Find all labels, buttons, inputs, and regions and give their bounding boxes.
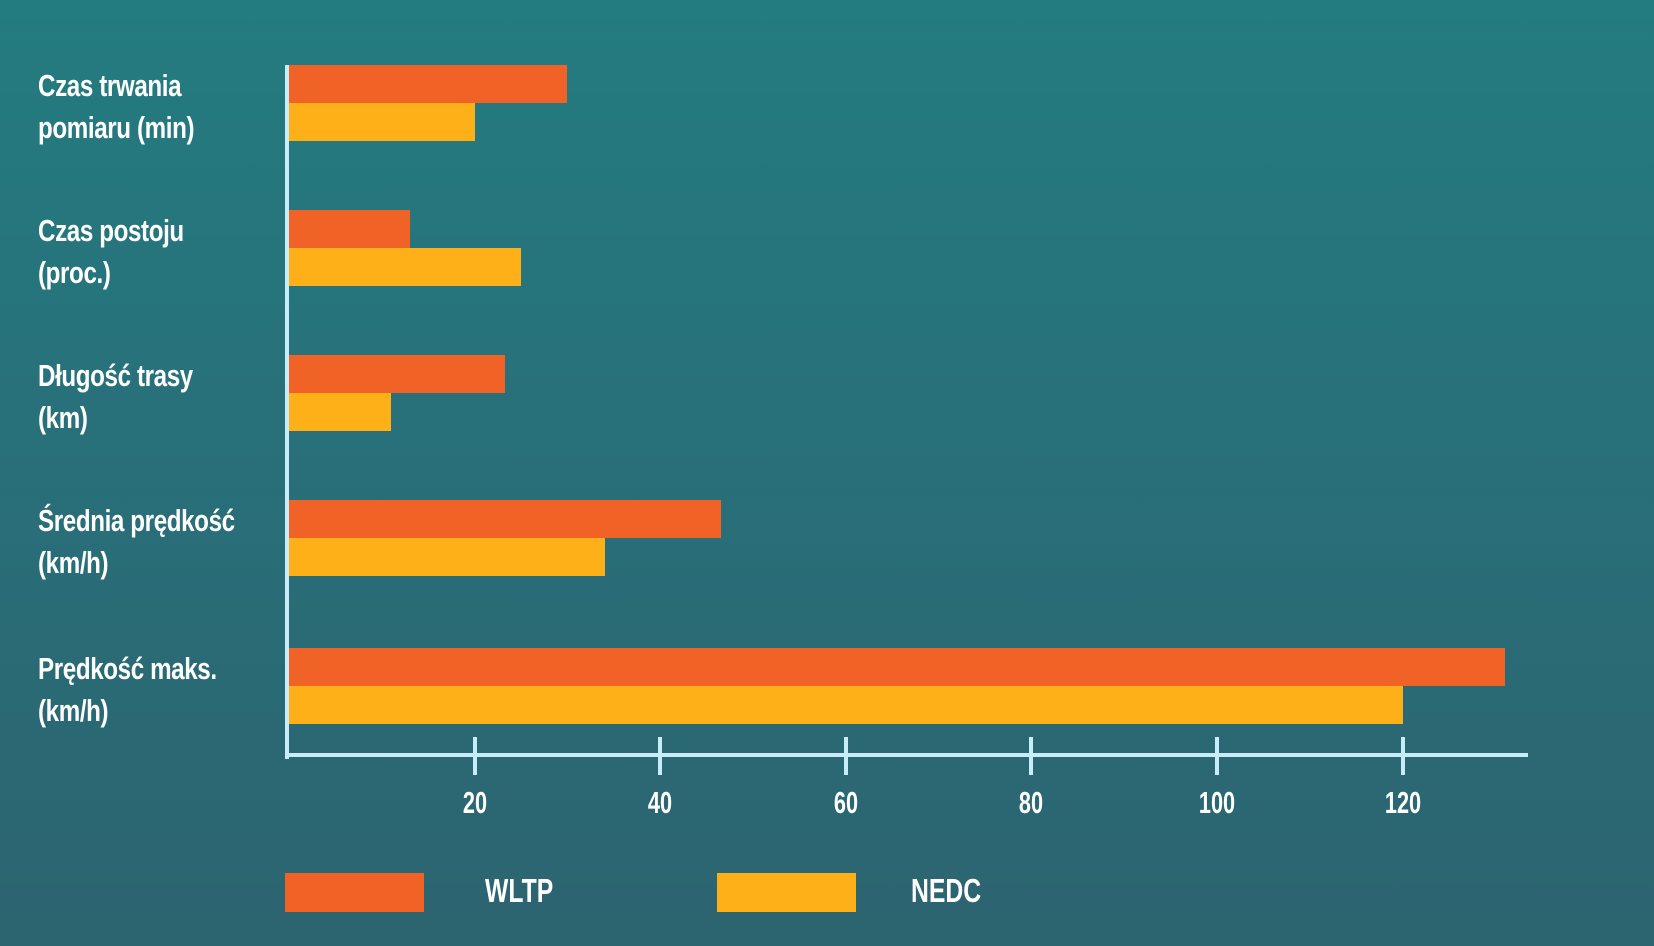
category-label: Średnia prędkość (km/h): [38, 500, 235, 584]
x-tick: [1215, 737, 1219, 775]
category-label: Czas trwania pomiaru (min): [38, 65, 225, 149]
x-tick-label: 60: [833, 785, 858, 820]
x-tick-label: 40: [648, 785, 673, 820]
bar-wltp: [289, 500, 721, 538]
bar-nedc: [289, 103, 475, 141]
legend-swatch-wltp: [285, 873, 424, 912]
bar-nedc: [289, 538, 605, 576]
bar-wltp: [289, 355, 505, 393]
category-label-line: pomiaru (min): [38, 110, 195, 145]
x-tick: [472, 737, 477, 775]
category-label-line: (km): [38, 400, 88, 435]
legend-label-nedc: NEDC: [911, 872, 982, 909]
x-tick: [1400, 737, 1405, 775]
category-label: Długość trasy (km): [38, 355, 225, 439]
category-label-line: Prędkość maks.: [38, 651, 217, 686]
x-axis-line: [285, 753, 1528, 757]
category-label-line: (km/h): [38, 693, 109, 728]
bar-wltp: [289, 65, 568, 103]
x-tick: [658, 737, 663, 775]
x-tick-label: 80: [1019, 785, 1044, 820]
x-tick-label: 100: [1198, 785, 1236, 820]
category-label-line: (km/h): [38, 545, 109, 580]
bar-nedc: [289, 248, 521, 286]
bar-nedc: [289, 393, 392, 431]
category-label: Czas postoju (proc.): [38, 210, 225, 294]
y-axis-line: [285, 65, 289, 759]
bar-wltp: [289, 648, 1505, 686]
category-label-line: (proc.): [38, 255, 111, 290]
category-label-line: Czas trwania: [38, 68, 182, 103]
x-tick-label: 120: [1384, 785, 1421, 820]
category-label-line: Długość trasy: [38, 358, 193, 393]
category-label: Prędkość maks. (km/h): [38, 648, 225, 732]
bar-wltp: [289, 210, 410, 248]
category-label-line: Średnia prędkość: [38, 503, 235, 538]
x-tick: [1029, 737, 1034, 775]
legend-label-wltp: WLTP: [485, 872, 554, 909]
x-tick: [843, 737, 848, 775]
bar-nedc: [289, 686, 1403, 724]
category-label-line: Czas postoju: [38, 213, 184, 248]
legend-swatch-nedc: [717, 873, 856, 912]
x-tick-label: 20: [462, 785, 487, 820]
